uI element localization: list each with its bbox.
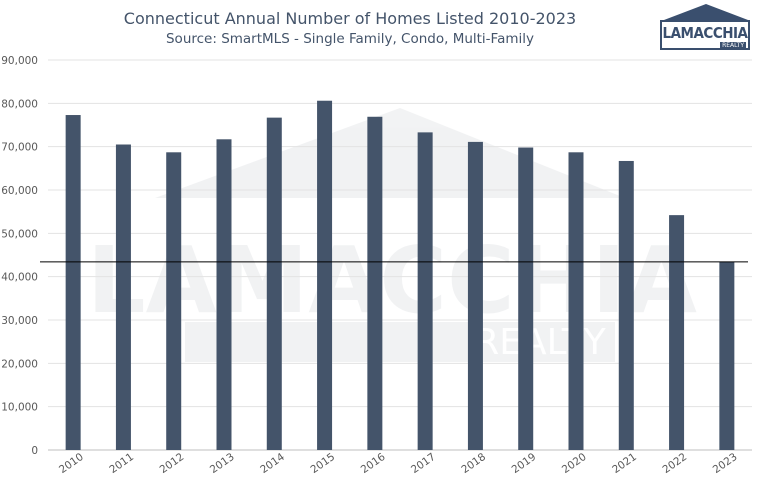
- y-tick-label: 60,000: [1, 185, 38, 197]
- bar: [719, 261, 735, 450]
- x-tick-label: 2015: [308, 451, 337, 476]
- x-tick-label: 2018: [459, 451, 488, 476]
- bar: [317, 100, 333, 450]
- company-logo: LAMACCHIA REALTY: [660, 4, 752, 56]
- x-tick-label: 2017: [409, 451, 438, 476]
- x-tick-label: 2013: [208, 451, 237, 476]
- y-tick-label: 10,000: [1, 402, 38, 414]
- bar: [467, 141, 483, 450]
- y-tick-label: 70,000: [1, 142, 38, 154]
- logo-sub: REALTY: [720, 42, 746, 49]
- bar: [65, 115, 81, 451]
- y-tick-label: 0: [31, 445, 38, 457]
- x-tick-label: 2022: [660, 451, 689, 476]
- chart-subtitle: Source: SmartMLS - Single Family, Condo,…: [165, 31, 534, 47]
- bar: [115, 144, 131, 450]
- watermark-name: LAMACCHIA: [87, 227, 697, 334]
- bar: [166, 152, 182, 451]
- watermark-sub: REALTY: [474, 322, 606, 363]
- bar: [266, 117, 282, 450]
- x-tick-label: 2011: [107, 451, 136, 476]
- bar: [669, 215, 685, 450]
- logo-name: LAMACCHIA: [662, 24, 748, 42]
- x-tick-label: 2021: [610, 451, 639, 476]
- bar: [367, 116, 383, 451]
- chart-title: Connecticut Annual Number of Homes Liste…: [123, 9, 577, 28]
- bar: [417, 132, 433, 450]
- bar: [568, 152, 584, 451]
- y-tick-label: 30,000: [1, 315, 38, 327]
- logo-roof-icon: [664, 4, 748, 20]
- y-tick-label: 90,000: [1, 55, 38, 67]
- watermark-sub-band: [185, 322, 615, 362]
- y-tick-label: 50,000: [1, 228, 38, 240]
- x-tick-label: 2020: [560, 451, 589, 476]
- x-tick-label: 2014: [258, 451, 287, 476]
- watermark: LAMACCHIA REALTY: [87, 108, 697, 363]
- x-tick-label: 2010: [57, 451, 86, 476]
- x-tick-label: 2016: [359, 451, 388, 476]
- x-tick-label: 2019: [510, 451, 539, 476]
- bar: [618, 160, 634, 450]
- x-tick-label: 2023: [711, 451, 740, 476]
- y-tick-label: 40,000: [1, 272, 38, 284]
- x-tick-label: 2012: [158, 451, 187, 476]
- bar: [216, 139, 232, 451]
- y-tick-label: 20,000: [1, 358, 38, 370]
- bar: [518, 147, 534, 451]
- y-tick-label: 80,000: [1, 98, 38, 110]
